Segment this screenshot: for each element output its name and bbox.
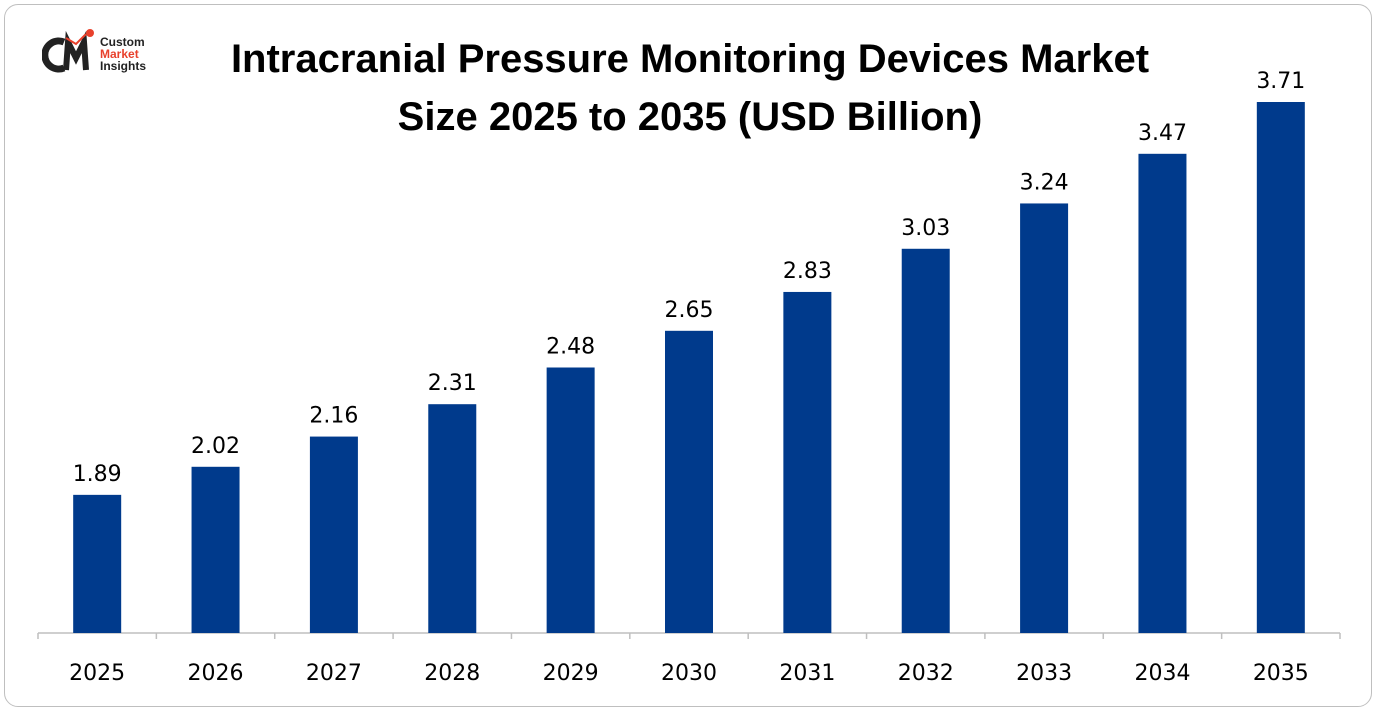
chart-title: Intracranial Pressure Monitoring Devices… xyxy=(170,30,1210,146)
bar-2025 xyxy=(73,494,122,633)
data-label-2034: 3.47 xyxy=(1138,121,1187,146)
data-label-2027: 2.16 xyxy=(309,404,358,429)
data-label-2031: 2.83 xyxy=(783,259,832,284)
bar-2034 xyxy=(1138,153,1187,633)
x-tick-label-2031: 2031 xyxy=(779,661,835,686)
bar-2029 xyxy=(546,367,595,633)
data-label-2025: 1.89 xyxy=(73,462,122,487)
data-label-2030: 2.65 xyxy=(665,298,714,323)
bar-2033 xyxy=(1020,203,1069,633)
bar-2027 xyxy=(309,436,358,633)
x-tick-label-2027: 2027 xyxy=(306,661,362,686)
bar-2028 xyxy=(428,404,477,633)
chart-title-line-1: Intracranial Pressure Monitoring Devices… xyxy=(230,37,1150,81)
logo-text-2: Market xyxy=(100,47,139,61)
bar-2026 xyxy=(191,466,240,633)
x-tick-label-2025: 2025 xyxy=(69,661,125,686)
data-label-2035: 3.71 xyxy=(1256,69,1305,94)
data-label-2032: 3.03 xyxy=(901,216,950,241)
logo-text-3: Insights xyxy=(100,59,147,73)
bar-2031 xyxy=(783,291,832,633)
x-tick-label-2033: 2033 xyxy=(1016,661,1072,686)
x-tick-label-2030: 2030 xyxy=(661,661,717,686)
bar-2032 xyxy=(901,248,950,633)
data-label-2026: 2.02 xyxy=(191,434,240,459)
logo-mark-icon xyxy=(41,29,94,73)
x-tick-label-2035: 2035 xyxy=(1253,661,1309,686)
company-logo: Custom Market Insights xyxy=(41,28,162,78)
x-tick-label-2032: 2032 xyxy=(898,661,954,686)
data-label-2029: 2.48 xyxy=(546,335,595,360)
bar-2035 xyxy=(1256,102,1305,633)
bar-2030 xyxy=(665,330,713,633)
x-tick-label-2028: 2028 xyxy=(424,661,480,686)
chart-title-line-2: Size 2025 to 2035 (USD Billion) xyxy=(397,95,983,139)
chart-frame xyxy=(4,4,1372,707)
x-tick-label-2026: 2026 xyxy=(188,661,244,686)
x-tick-label-2029: 2029 xyxy=(543,661,599,686)
data-label-2033: 3.24 xyxy=(1020,170,1069,195)
x-tick-label-2034: 2034 xyxy=(1134,661,1190,686)
data-label-2028: 2.31 xyxy=(428,371,477,396)
logo-text-1: Custom xyxy=(100,35,145,49)
